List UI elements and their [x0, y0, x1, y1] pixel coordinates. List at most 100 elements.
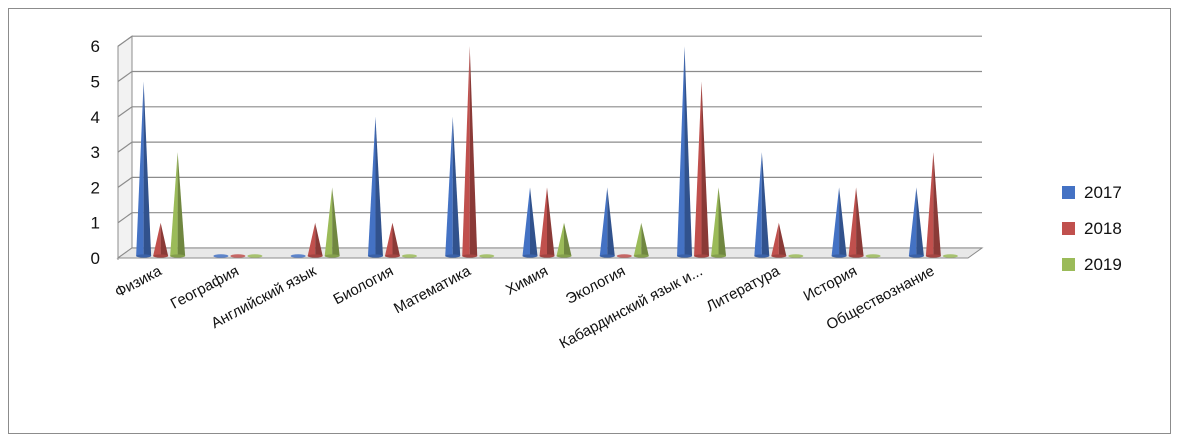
gridline — [117, 35, 982, 47]
gridline — [117, 106, 982, 118]
cone-mark-shade — [530, 187, 538, 257]
x-tick-label: Биология — [331, 263, 397, 309]
cone-mark-shade — [160, 222, 169, 257]
cone-mark — [908, 187, 917, 257]
cone-base — [170, 254, 186, 258]
y-tick-label: 1 — [91, 214, 100, 233]
cone-mark — [367, 116, 376, 257]
cone-mark-shade — [778, 222, 787, 257]
cone-base — [831, 254, 847, 258]
x-tick-label: Математика — [391, 262, 474, 317]
y-tick-label: 5 — [91, 73, 100, 92]
cone-mark-shade — [392, 222, 400, 257]
cone-mark-shade — [607, 187, 615, 257]
cone-mark-shade — [761, 152, 770, 257]
cone-base — [384, 254, 400, 258]
cone-mark — [633, 222, 642, 257]
cone-mark — [771, 222, 779, 257]
cone-mark-shade — [933, 152, 941, 257]
x-tick-label: Экология — [563, 263, 628, 308]
cone-base — [771, 254, 787, 258]
x-tick-label: Химия — [503, 263, 551, 299]
cone-mark — [711, 187, 719, 257]
zero-cone-mark — [788, 254, 804, 258]
cone-mark-shade — [547, 187, 555, 257]
legend-label: 2017 — [1084, 183, 1122, 202]
zero-cone-mark — [213, 254, 229, 258]
cone-mark — [754, 152, 762, 257]
legend-label: 2018 — [1084, 219, 1122, 238]
cone-mark-shade — [718, 187, 727, 257]
cone-mark — [462, 46, 470, 258]
gridline — [117, 70, 982, 82]
cone-base — [633, 254, 649, 258]
zero-cone-mark — [401, 254, 417, 258]
cone-base — [694, 254, 710, 258]
zero-cone-mark — [616, 254, 632, 258]
cone-base — [462, 254, 478, 258]
cone-base — [445, 254, 461, 258]
cone-base — [754, 254, 770, 258]
cone-mark — [848, 187, 857, 257]
cone-mark — [170, 152, 178, 257]
cone-base — [153, 254, 169, 258]
cone-mark — [539, 187, 547, 257]
zero-cone-mark — [230, 254, 246, 258]
cone-mark — [925, 152, 934, 257]
cone-mark — [522, 187, 530, 257]
cone-base — [677, 254, 693, 258]
cone-mark-shade — [684, 46, 693, 258]
cone-base — [711, 254, 727, 258]
cone-mark — [599, 187, 608, 257]
cone-mark — [307, 222, 316, 257]
gridline — [117, 141, 982, 153]
y-tick-label: 2 — [91, 178, 100, 197]
cone-mark-shade — [143, 81, 152, 257]
legend-swatch — [1062, 222, 1075, 235]
legend-swatch — [1062, 258, 1075, 271]
cone-base — [324, 254, 340, 258]
cone-mark-shade — [701, 81, 710, 257]
cone-base — [522, 254, 538, 258]
cone-mark-shade — [375, 116, 383, 257]
cone-mark — [556, 222, 564, 257]
cone-base — [848, 254, 864, 258]
cone-mark-shade — [641, 222, 649, 257]
cone-base — [925, 254, 941, 258]
cone-mark — [384, 222, 393, 257]
legend-label: 2019 — [1084, 255, 1122, 274]
y-tick-label: 3 — [91, 143, 100, 162]
cone-mark-shade — [332, 187, 340, 257]
zero-cone-mark — [247, 254, 263, 258]
cone-mark — [677, 46, 685, 258]
cone-mark-shade — [315, 222, 323, 257]
cone-base — [136, 254, 152, 258]
cone-base — [367, 254, 383, 258]
zero-cone-mark — [865, 254, 881, 258]
legend-swatch — [1062, 186, 1075, 199]
zero-cone-mark — [290, 254, 306, 258]
cone-base — [307, 254, 323, 258]
cone-base — [908, 254, 924, 258]
cone-mark — [445, 116, 453, 257]
x-tick-label: История — [801, 263, 860, 305]
cone-mark — [324, 187, 333, 257]
cone-mark-shade — [469, 46, 478, 258]
cone-base — [556, 254, 572, 258]
zero-cone-mark — [942, 254, 958, 258]
cone-mark-shade — [452, 116, 461, 257]
cone-mark-shade — [856, 187, 864, 257]
cone-base — [539, 254, 555, 258]
cone-mark — [831, 187, 840, 257]
x-tick-label: Физика — [112, 262, 165, 301]
y-tick-label: 4 — [91, 108, 100, 127]
cone-base — [599, 254, 615, 258]
x-tick-label: Литература — [703, 262, 783, 315]
cone-mark — [694, 81, 702, 257]
y-tick-label: 6 — [91, 37, 100, 56]
cone-mark-shade — [839, 187, 847, 257]
x-tick-label: Кабардинский язык и... — [557, 263, 706, 353]
cone-mark-shade — [564, 222, 572, 257]
cone-mark-shade — [177, 152, 186, 257]
